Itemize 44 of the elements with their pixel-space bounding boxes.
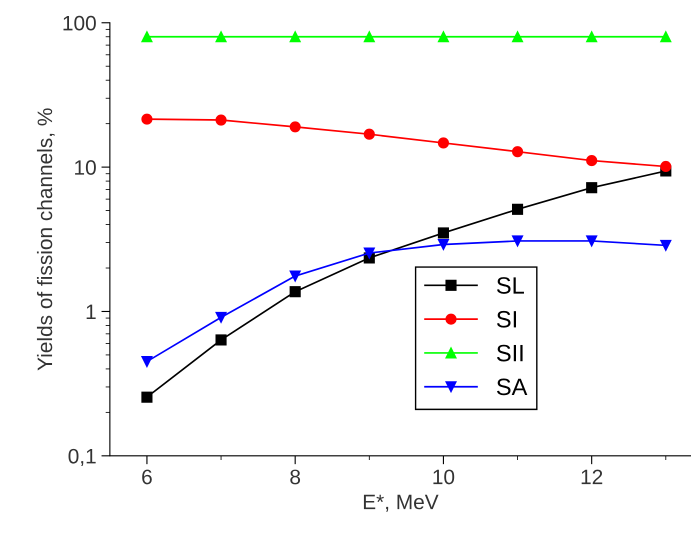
y-tick-label: 100 <box>64 16 96 31</box>
point <box>290 121 301 132</box>
point <box>216 334 227 346</box>
point <box>512 235 524 246</box>
point <box>364 31 375 42</box>
point <box>660 160 672 172</box>
y-tick-label: 1 <box>86 304 96 320</box>
point <box>290 286 301 298</box>
point <box>512 146 524 158</box>
point <box>141 392 152 403</box>
x-tick-label: 12 <box>582 470 602 484</box>
x-axis-title: E*, MeV <box>364 494 439 512</box>
legend-label: SII <box>496 344 523 362</box>
point <box>216 312 227 323</box>
point <box>660 31 672 42</box>
point <box>660 240 672 251</box>
y-axis-title: Yields of fission channels, % <box>36 108 55 370</box>
x-tick-label: 8 <box>290 470 300 484</box>
point <box>364 247 375 259</box>
legend-label: SA <box>496 378 528 396</box>
point <box>438 31 449 42</box>
x-tick-label: 6 <box>142 470 152 484</box>
y-tick-label: 0,1 <box>68 448 96 466</box>
point <box>141 31 152 42</box>
point <box>512 204 524 215</box>
point <box>141 114 152 125</box>
x-tick-label: 10 <box>433 470 454 484</box>
legend-label: SL <box>496 277 524 294</box>
point <box>216 114 227 126</box>
legend-label: SI <box>496 310 516 328</box>
point <box>438 238 449 250</box>
point <box>586 235 598 246</box>
point <box>586 155 598 166</box>
point <box>438 227 449 238</box>
point <box>290 31 301 42</box>
point <box>141 356 152 368</box>
point <box>216 31 227 42</box>
point <box>586 182 598 194</box>
point <box>364 128 375 140</box>
y-tick-label: 10 <box>75 160 96 175</box>
point <box>438 137 449 149</box>
point <box>586 31 598 42</box>
point <box>290 270 301 282</box>
point <box>512 31 524 42</box>
